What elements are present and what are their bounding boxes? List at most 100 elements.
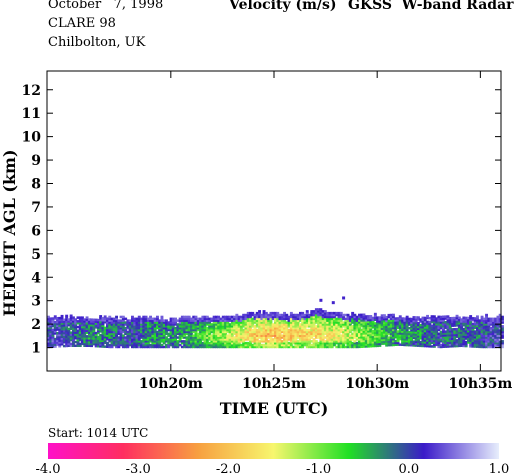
velocity-cell <box>201 332 205 336</box>
velocity-cell <box>444 322 448 326</box>
velocity-cell <box>362 321 366 324</box>
velocity-cell <box>76 337 80 340</box>
velocity-cell <box>353 326 357 330</box>
velocity-cell <box>142 321 146 324</box>
velocity-cell <box>371 324 375 327</box>
velocity-cell <box>287 323 291 326</box>
velocity-cell <box>330 325 334 328</box>
velocity-cell <box>446 315 450 318</box>
velocity-cell <box>280 336 284 339</box>
velocity-cell <box>308 321 311 324</box>
velocity-cell <box>280 343 284 347</box>
velocity-cell <box>262 340 266 343</box>
velocity-cell <box>131 323 134 326</box>
velocity-cell <box>494 336 498 339</box>
velocity-cell <box>101 326 105 329</box>
velocity-cell <box>319 341 323 345</box>
velocity-cell <box>312 328 316 332</box>
velocity-cell <box>264 311 268 315</box>
velocity-cell <box>326 343 330 347</box>
velocity-cell <box>319 336 323 339</box>
velocity-cell <box>99 328 103 331</box>
velocity-cell <box>146 319 150 322</box>
velocity-cell <box>258 332 261 336</box>
velocity-cell <box>74 322 78 325</box>
velocity-cell <box>496 332 500 336</box>
velocity-cell <box>110 332 114 336</box>
velocity-cell <box>496 334 500 337</box>
velocity-cell <box>446 341 450 344</box>
velocity-cell <box>367 345 370 348</box>
velocity-cell <box>292 313 296 317</box>
velocity-cell <box>294 332 298 336</box>
velocity-cell <box>192 338 196 341</box>
velocity-cell <box>480 336 484 339</box>
velocity-cell <box>65 329 69 333</box>
velocity-cell <box>67 338 71 342</box>
velocity-cell <box>153 334 157 337</box>
velocity-cell <box>65 333 69 336</box>
velocity-cell <box>489 326 493 330</box>
velocity-cell <box>460 335 463 338</box>
velocity-cell <box>271 332 275 336</box>
velocity-cell <box>67 337 71 340</box>
velocity-cell <box>301 319 305 322</box>
velocity-cell <box>101 330 105 333</box>
velocity-cell <box>437 328 441 332</box>
velocity-cell <box>412 321 416 325</box>
velocity-cell <box>264 330 268 334</box>
velocity-cell <box>103 339 107 343</box>
velocity-cell <box>235 345 239 349</box>
velocity-cell <box>137 338 141 341</box>
velocity-cell <box>260 325 264 328</box>
velocity-cell <box>205 332 209 336</box>
velocity-cell <box>106 324 109 328</box>
velocity-cell <box>330 328 334 332</box>
velocity-cell <box>106 328 109 332</box>
velocity-cell <box>403 323 407 326</box>
velocity-cell <box>498 345 502 349</box>
velocity-cell <box>165 325 168 328</box>
velocity-cell <box>237 328 241 332</box>
velocity-cell <box>317 323 320 326</box>
velocity-cell <box>407 338 411 341</box>
velocity-cell <box>478 321 482 324</box>
velocity-cell <box>335 330 339 334</box>
velocity-cell <box>262 332 266 336</box>
velocity-cell <box>360 343 364 347</box>
velocity-cell <box>108 317 112 320</box>
velocity-cell <box>328 334 332 337</box>
velocity-cell <box>58 326 62 329</box>
velocity-cell <box>426 322 429 325</box>
velocity-cell <box>106 336 109 339</box>
velocity-cell <box>446 337 450 341</box>
velocity-cell <box>303 328 307 332</box>
velocity-cell <box>428 335 432 339</box>
velocity-cell <box>380 318 384 321</box>
x-tick-label: 10h20m <box>139 376 203 392</box>
velocity-cell <box>339 326 343 330</box>
velocity-cell <box>348 319 352 322</box>
velocity-cell <box>230 321 234 324</box>
velocity-cell <box>301 326 305 330</box>
velocity-cell <box>233 341 236 345</box>
velocity-cell <box>199 338 202 341</box>
velocity-cell <box>292 315 296 319</box>
velocity-cell <box>446 322 450 326</box>
velocity-cell <box>92 320 96 323</box>
velocity-cell <box>378 325 382 329</box>
velocity-cell <box>348 326 352 330</box>
velocity-cell <box>192 326 196 330</box>
velocity-cell <box>274 338 277 341</box>
velocity-cell <box>421 344 425 348</box>
velocity-cell <box>215 319 218 322</box>
velocity-cell <box>226 315 230 319</box>
velocity-cell <box>301 328 305 332</box>
velocity-cell <box>496 340 500 343</box>
velocity-cell <box>403 324 407 328</box>
velocity-cell <box>405 340 409 343</box>
velocity-cell <box>205 336 209 339</box>
velocity-cell <box>487 321 491 324</box>
velocity-cell <box>269 341 273 345</box>
velocity-cell <box>321 313 325 317</box>
